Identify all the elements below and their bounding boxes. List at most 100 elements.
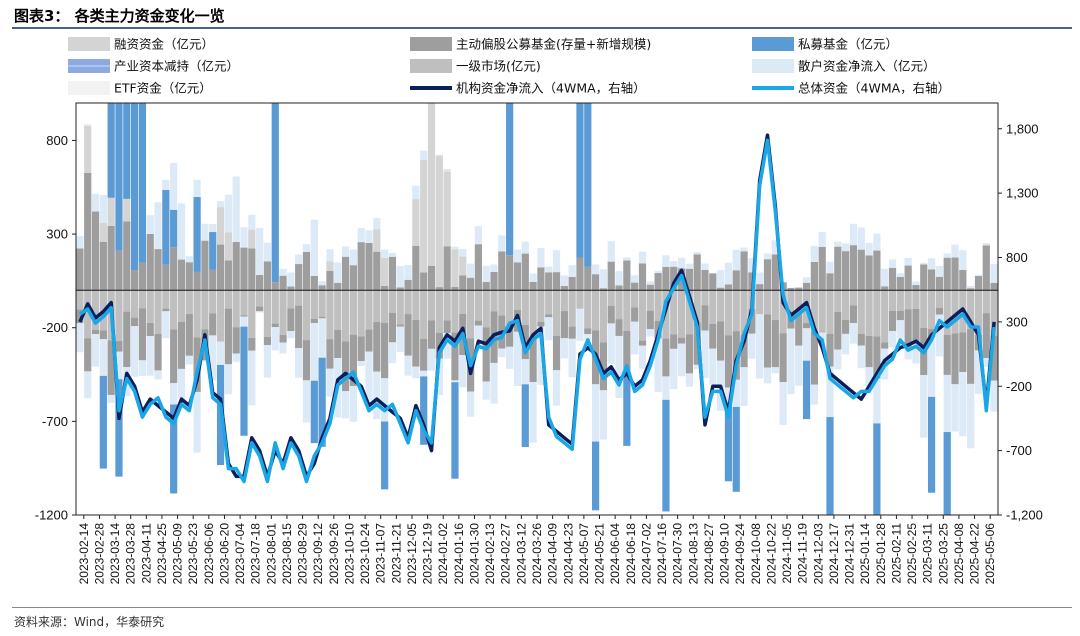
bar-neg-active_fund-116 [982, 313, 990, 359]
bar-retail-18 [216, 201, 225, 208]
bar-neg-active_fund-76 [670, 334, 678, 349]
bar-neg-primary-114 [967, 290, 975, 330]
bar-neg-retail-96 [826, 366, 834, 418]
bar-active_fund-63 [568, 276, 576, 291]
bar-neg-active_fund-75 [662, 338, 670, 377]
bar-neg-retail-31 [318, 318, 326, 358]
bar-neg-private_fund-3 [99, 375, 107, 469]
bar-neg-retail-49 [459, 355, 467, 388]
bar-active_fund-30 [310, 275, 318, 291]
bar-retail-85 [740, 247, 748, 252]
bar-neg-primary-39 [381, 290, 389, 323]
bar-neg-retail-81 [709, 348, 717, 385]
bar-margin-45 [427, 103, 436, 266]
bar-neg-primary-13 [177, 290, 186, 322]
bar-retail-0 [76, 235, 84, 249]
bar-neg-primary-46 [435, 290, 443, 333]
bar-neg-retail-113 [959, 372, 967, 437]
bar-neg-retail-53 [490, 362, 498, 404]
bar-neg-primary-82 [717, 290, 725, 322]
bar-neg-retail-61 [552, 370, 561, 406]
legend-label-total_4wma: 总体资金（4WMA，右轴） [798, 81, 950, 96]
left-tick-label-3: -700 [42, 414, 68, 429]
bar-neg-primary-103 [881, 290, 889, 343]
bar-neg-retail-60 [545, 317, 553, 341]
bar-neg-primary-79 [693, 290, 701, 323]
bar-retail-19 [224, 194, 232, 233]
bar-neg-active_fund-51 [474, 320, 483, 326]
bar-neg-retail-100 [857, 345, 865, 369]
bar-retail-78 [685, 263, 693, 269]
bar-neg-retail-76 [670, 348, 678, 390]
bar-retail-106 [904, 257, 912, 266]
bar-retail-96 [826, 261, 834, 274]
x-tick-label-26: 2024-02-13 [483, 523, 497, 585]
bar-neg-primary-54 [498, 290, 506, 316]
bar-neg-primary-109 [927, 290, 936, 330]
bar-neg-primary-80 [701, 290, 709, 306]
bar-private_fund-6 [123, 103, 131, 199]
x-tick-label-57: 2025-04-22 [968, 523, 982, 585]
bar-active_fund-68 [607, 261, 615, 291]
bar-neg-active_fund-31 [318, 316, 326, 319]
bar-neg-active_fund-40 [388, 312, 397, 343]
x-tick-label-56: 2025-04-08 [952, 523, 966, 585]
bar-active_fund-29 [302, 251, 311, 291]
bar-neg-active_fund-14 [185, 314, 193, 356]
bar-neg-primary-74 [654, 290, 662, 321]
bar-neg-retail-65 [584, 334, 592, 340]
bar-active_fund-116 [982, 245, 990, 291]
bar-active_fund-92 [795, 287, 803, 291]
bar-active_fund-108 [920, 264, 928, 291]
bar-active_fund-48 [451, 286, 459, 291]
bar-neg-primary-41 [396, 290, 404, 325]
x-tick-label-39: 2024-08-13 [686, 523, 700, 585]
bar-active_fund-60 [545, 272, 553, 291]
bar-retail-12 [170, 162, 178, 210]
bar-active_fund-38 [373, 251, 381, 291]
x-tick-label-45: 2024-11-05 [780, 523, 794, 584]
bar-neg-active_fund-70 [623, 330, 631, 371]
x-tick-label-10: 2023-07-04 [233, 523, 247, 585]
bar-neg-active_fund-35 [349, 334, 357, 386]
bar-margin-48 [451, 249, 459, 287]
bar-neg-retail-80 [701, 330, 709, 379]
bar-neg-primary-47 [443, 290, 451, 321]
bar-retail-21 [240, 227, 248, 248]
bar-neg-active_fund-3 [99, 330, 107, 340]
bar-neg-active_fund-20 [232, 327, 240, 354]
bar-neg-active_fund-34 [341, 341, 350, 392]
bar-neg-active_fund-67 [599, 342, 608, 391]
bar-retail-61 [552, 250, 561, 273]
bar-active_fund-73 [646, 284, 654, 291]
bar-active_fund-24 [263, 261, 272, 291]
bar-retail-58 [529, 273, 537, 282]
bar-neg-active_fund-106 [904, 309, 912, 348]
bar-neg-retail-87 [756, 314, 764, 379]
bar-retail-1 [84, 124, 92, 127]
bar-neg-retail-108 [920, 375, 928, 438]
x-tick-label-4: 2023-04-11 [139, 523, 153, 584]
bar-retail-42 [404, 264, 412, 280]
bar-retail-34 [341, 246, 350, 257]
bar-active_fund-109 [927, 269, 936, 291]
x-tick-label-30: 2024-04-09 [546, 523, 560, 585]
bar-active_fund-62 [560, 285, 568, 291]
bar-retail-20 [232, 176, 240, 242]
bar-retail-95 [818, 232, 826, 248]
bar-neg-primary-23 [256, 290, 264, 307]
bar-neg-primary-31 [318, 290, 326, 317]
bar-neg-retail-86 [748, 333, 756, 359]
bar-neg-active_fund-80 [701, 305, 709, 331]
legend-swatch-active_fund [410, 37, 452, 51]
bar-active_fund-67 [599, 288, 608, 291]
bar-active_fund-13 [177, 259, 186, 291]
bar-retail-114 [967, 285, 975, 289]
bar-retail-14 [185, 256, 193, 263]
bar-neg-private_fund-21 [240, 326, 248, 436]
bar-neg-primary-78 [685, 290, 693, 335]
bar-neg-retail-40 [388, 342, 397, 363]
bar-active_fund-81 [709, 273, 717, 291]
bar-neg-retail-3 [99, 339, 107, 376]
